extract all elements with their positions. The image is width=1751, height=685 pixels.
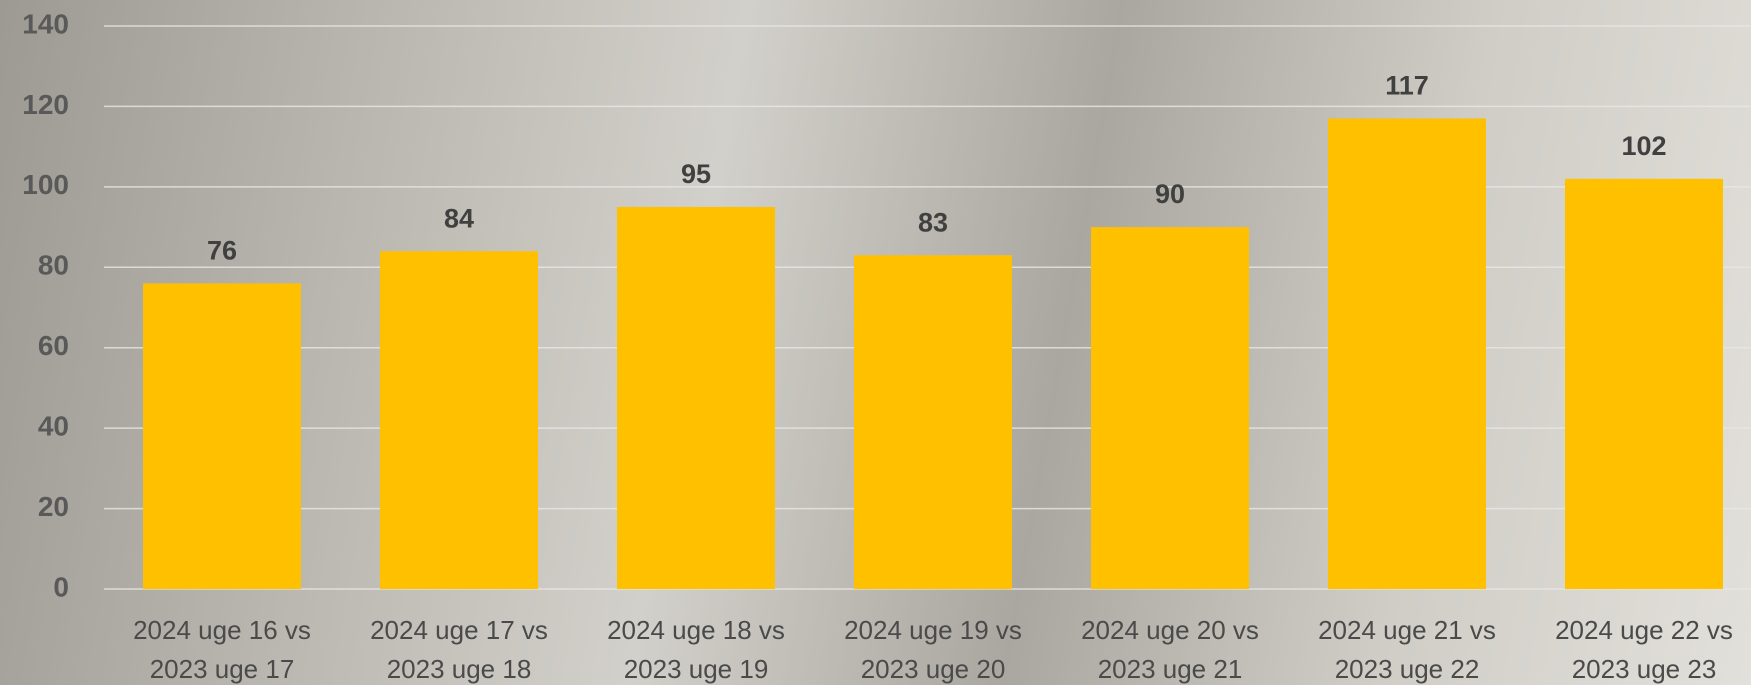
- bar: [380, 251, 538, 589]
- data-label: 84: [444, 203, 474, 233]
- x-tick-label: 2024 uge 16 vs 2023 uge 17: [112, 611, 332, 685]
- bar: [1091, 227, 1249, 589]
- x-tick-label: 2024 uge 20 vs 2023 uge 21: [1060, 611, 1280, 685]
- x-tick-label: 2024 uge 18 vs 2023 uge 19: [586, 611, 806, 685]
- bar: [1328, 118, 1486, 589]
- data-label: 76: [207, 235, 237, 265]
- y-tick-label: 20: [38, 491, 69, 522]
- data-label: 102: [1621, 131, 1666, 161]
- y-tick-label: 140: [22, 8, 69, 39]
- x-tick-label: 2024 uge 21 vs 2023 uge 22: [1297, 611, 1517, 685]
- data-label: 95: [681, 159, 711, 189]
- y-tick-label: 120: [22, 89, 69, 120]
- x-tick-label: 2024 uge 22 vs 2023 uge 23: [1534, 611, 1751, 685]
- bar: [617, 207, 775, 589]
- x-tick-label: 2024 uge 17 vs 2023 uge 18: [349, 611, 569, 685]
- y-tick-label: 80: [38, 250, 69, 281]
- y-tick-label: 100: [22, 169, 69, 200]
- chart: 0 20 40 60 80 100 120 140 76 84 95 83 90 117 102: [0, 0, 1751, 685]
- data-label: 90: [1155, 179, 1185, 209]
- y-tick-label: 60: [38, 330, 69, 361]
- bar: [1565, 179, 1723, 589]
- x-tick-label: 2024 uge 19 vs 2023 uge 20: [823, 611, 1043, 685]
- data-label: 83: [918, 207, 948, 237]
- y-tick-label: 40: [38, 411, 69, 442]
- bar: [143, 283, 301, 589]
- y-tick-label: 0: [53, 571, 69, 602]
- data-label: 117: [1385, 71, 1429, 101]
- chart-container: 0 20 40 60 80 100 120 140 76 84 95 83 90 117 102 2024 …: [0, 0, 1751, 685]
- bar: [854, 255, 1012, 589]
